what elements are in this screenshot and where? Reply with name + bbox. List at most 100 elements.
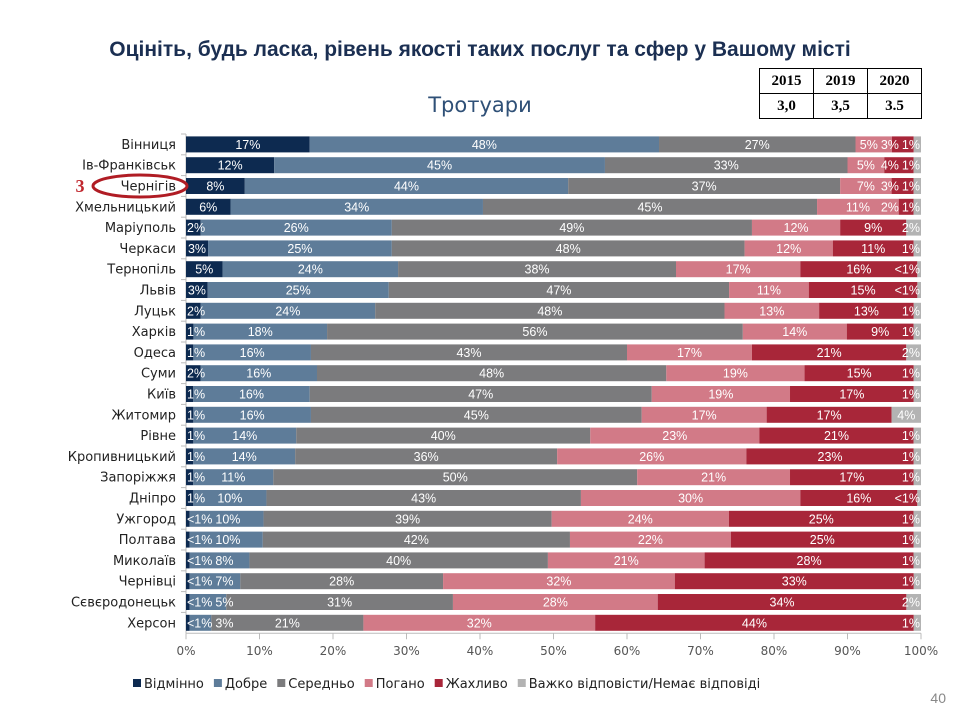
bar-segment — [906, 219, 921, 236]
category-label: Рівне — [140, 429, 176, 444]
data-label: 17% — [839, 471, 864, 485]
bar-segment — [211, 614, 364, 631]
data-label: 17% — [677, 346, 702, 360]
data-label: 14% — [232, 450, 257, 464]
bar-segment — [627, 344, 752, 361]
legend-swatch — [364, 679, 373, 687]
data-label: 9% — [864, 221, 882, 235]
data-label: 31% — [327, 596, 352, 610]
bar-segment — [913, 198, 921, 215]
bar-segment — [898, 198, 914, 215]
bar-segment — [186, 510, 190, 527]
data-label: 11% — [846, 200, 870, 214]
bar-segment — [913, 552, 921, 569]
bar-segment — [193, 448, 296, 465]
data-label: 17% — [692, 408, 717, 422]
category-label: Полтава — [119, 533, 176, 548]
bar-segment — [200, 302, 376, 319]
data-label: <1% — [187, 533, 212, 547]
data-label: 17% — [726, 263, 751, 277]
bar-segment — [309, 136, 660, 153]
data-label: 25% — [809, 512, 834, 526]
bar-segment — [186, 406, 194, 423]
data-label: 2% — [902, 221, 920, 235]
rank-annotation: 3 — [76, 176, 85, 196]
data-label: 12% — [784, 221, 809, 235]
bar-segment — [327, 323, 743, 340]
bar-segment — [226, 594, 453, 610]
data-label: 13% — [759, 304, 784, 318]
bar-segment — [310, 344, 627, 361]
data-label: 21% — [701, 471, 726, 485]
data-label: 1% — [902, 180, 920, 194]
category-label: Луцьк — [134, 304, 176, 319]
data-label: 11% — [757, 284, 781, 298]
data-label: 49% — [559, 221, 584, 235]
legend-label: Жахливо — [446, 677, 508, 692]
data-label: 47% — [468, 388, 493, 402]
bar-segment — [674, 573, 914, 590]
data-label: 2% — [902, 346, 920, 360]
bar-segment — [193, 427, 297, 444]
bar-segment — [186, 448, 194, 465]
data-label: 7% — [215, 575, 233, 589]
data-label: 1% — [902, 429, 920, 443]
x-tick-label: 60% — [614, 644, 641, 658]
bar-segment — [906, 344, 921, 361]
bar-segment — [263, 510, 552, 527]
data-label: 32% — [546, 575, 571, 589]
bar-segment — [891, 178, 914, 194]
data-label: 28% — [797, 554, 822, 568]
data-label: 2% — [187, 221, 205, 235]
bar-segment — [906, 594, 921, 610]
bar-segment — [208, 240, 392, 257]
data-label: 48% — [556, 242, 581, 256]
data-label: 2% — [187, 367, 205, 381]
data-label: 10% — [217, 492, 242, 506]
legend-label: Важко відповісти/Немає відповіді — [529, 677, 760, 692]
category-label: Маріуполь — [105, 221, 176, 236]
data-label: 6% — [199, 200, 217, 214]
data-label: 23% — [662, 429, 687, 443]
data-label: 23% — [818, 450, 843, 464]
data-label: 18% — [248, 325, 273, 339]
data-label: 5% — [857, 159, 875, 173]
data-label: 3% — [881, 138, 899, 152]
bar-segment — [266, 490, 581, 506]
bar-segment — [590, 427, 760, 444]
bar-segment — [808, 282, 918, 298]
data-label: <1% — [895, 263, 920, 277]
bar-segment — [316, 365, 667, 382]
bar-segment — [913, 323, 921, 340]
bar-segment — [729, 282, 809, 298]
data-label: 25% — [287, 242, 312, 256]
bar-segment — [917, 282, 921, 298]
x-tick-label: 80% — [761, 644, 788, 658]
bar-segment — [295, 448, 558, 465]
bar-segment — [186, 573, 190, 590]
category-label: Вінниця — [121, 138, 176, 153]
data-label: 30% — [678, 492, 703, 506]
bar-segment — [375, 302, 725, 319]
legend-swatch — [277, 679, 286, 687]
data-label: 1% — [902, 388, 920, 402]
bar-segment — [388, 282, 730, 298]
bar-segment — [551, 510, 729, 527]
bar-segment — [186, 178, 245, 194]
bar-segment — [666, 365, 805, 382]
bar-segment — [913, 136, 921, 153]
bar-segment — [604, 157, 848, 174]
data-label: 1% — [902, 471, 920, 485]
data-label: <1% — [187, 554, 212, 568]
bar-segment — [917, 261, 921, 278]
data-label: 25% — [286, 284, 311, 298]
data-label: 1% — [902, 533, 920, 547]
data-label: 47% — [546, 284, 571, 298]
bar-segment — [913, 573, 921, 590]
score-2019: 3,5 — [813, 93, 868, 119]
category-label: Хмельницький — [75, 200, 176, 215]
data-label: 4% — [881, 159, 899, 173]
data-label: 1% — [902, 159, 920, 173]
bar-segment — [482, 198, 818, 215]
bar-segment — [244, 178, 569, 194]
